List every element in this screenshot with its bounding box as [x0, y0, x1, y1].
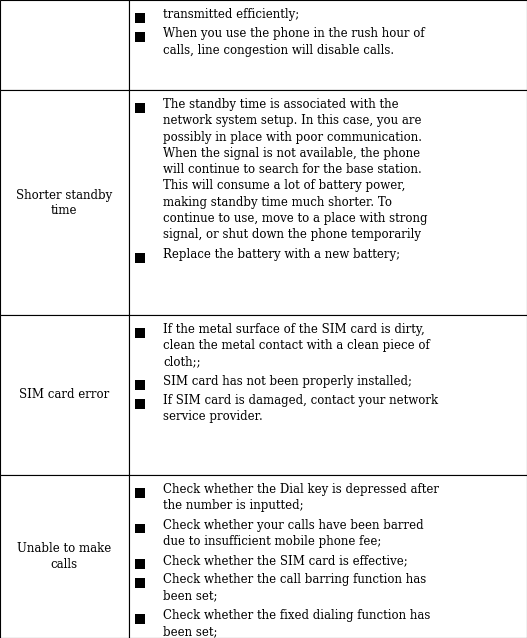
- Text: due to insufficient mobile phone fee;: due to insufficient mobile phone fee;: [163, 535, 382, 548]
- Bar: [135, 399, 144, 409]
- Text: If the metal surface of the SIM card is dirty,: If the metal surface of the SIM card is …: [163, 323, 425, 336]
- Text: This will consume a lot of battery power,: This will consume a lot of battery power…: [163, 179, 406, 193]
- Text: SIM card error: SIM card error: [19, 389, 110, 401]
- Text: The standby time is associated with the: The standby time is associated with the: [163, 98, 399, 111]
- Text: signal, or shut down the phone temporarily: signal, or shut down the phone temporari…: [163, 228, 422, 241]
- Text: Check whether the call barring function has: Check whether the call barring function …: [163, 574, 427, 586]
- Text: Check whether the SIM card is effective;: Check whether the SIM card is effective;: [163, 554, 408, 567]
- Text: calls, line congestion will disable calls.: calls, line congestion will disable call…: [163, 43, 395, 57]
- Text: clean the metal contact with a clean piece of: clean the metal contact with a clean pie…: [163, 339, 430, 352]
- Text: the number is inputted;: the number is inputted;: [163, 500, 304, 512]
- Text: possibly in place with poor communication.: possibly in place with poor communicatio…: [163, 131, 422, 144]
- Bar: [129, 90, 527, 315]
- Bar: [135, 253, 144, 262]
- Bar: [129, 475, 527, 638]
- Text: been set;: been set;: [163, 590, 218, 602]
- Text: service provider.: service provider.: [163, 410, 263, 424]
- Text: Check whether the fixed dialing function has: Check whether the fixed dialing function…: [163, 609, 431, 622]
- Bar: [135, 103, 144, 113]
- Text: If SIM card is damaged, contact your network: If SIM card is damaged, contact your net…: [163, 394, 438, 407]
- Bar: [135, 13, 144, 23]
- Text: been set;: been set;: [163, 625, 218, 638]
- Bar: [0, 90, 129, 315]
- Text: network system setup. In this case, you are: network system setup. In this case, you …: [163, 114, 422, 128]
- Bar: [135, 380, 144, 390]
- Bar: [135, 328, 144, 338]
- Text: Shorter standby
time: Shorter standby time: [16, 188, 112, 216]
- Text: SIM card has not been properly installed;: SIM card has not been properly installed…: [163, 375, 412, 388]
- Text: Check whether the Dial key is depressed after: Check whether the Dial key is depressed …: [163, 483, 440, 496]
- Bar: [0, 315, 129, 475]
- Text: transmitted efficiently;: transmitted efficiently;: [163, 8, 300, 21]
- Text: Unable to make
calls: Unable to make calls: [17, 542, 111, 570]
- Bar: [0, 475, 129, 638]
- Bar: [135, 614, 144, 624]
- Text: making standby time much shorter. To: making standby time much shorter. To: [163, 196, 393, 209]
- Text: continue to use, move to a place with strong: continue to use, move to a place with st…: [163, 212, 428, 225]
- Text: When you use the phone in the rush hour of: When you use the phone in the rush hour …: [163, 27, 425, 40]
- Text: Check whether your calls have been barred: Check whether your calls have been barre…: [163, 519, 424, 531]
- Bar: [0, 0, 129, 90]
- Bar: [135, 488, 144, 498]
- Bar: [135, 33, 144, 42]
- Bar: [129, 315, 527, 475]
- Text: When the signal is not available, the phone: When the signal is not available, the ph…: [163, 147, 421, 160]
- Bar: [135, 579, 144, 588]
- Text: will continue to search for the base station.: will continue to search for the base sta…: [163, 163, 422, 176]
- Bar: [129, 0, 527, 90]
- Bar: [135, 560, 144, 569]
- Bar: [135, 524, 144, 533]
- Text: cloth;;: cloth;;: [163, 355, 201, 369]
- Text: Replace the battery with a new battery;: Replace the battery with a new battery;: [163, 248, 401, 260]
